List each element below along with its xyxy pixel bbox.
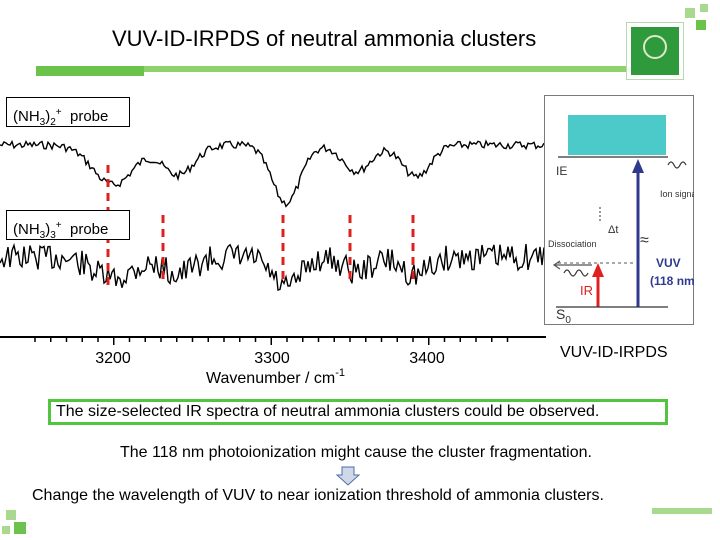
probe-formula: ) [45, 221, 51, 238]
ir-wave-icon [563, 269, 589, 277]
x-tick-label: 3200 [95, 350, 131, 367]
ir-spectra-plot: 3200 3300 3400 Wavenumber / cm-1 [0, 139, 546, 387]
corner-square [696, 20, 706, 30]
corner-square [685, 8, 695, 18]
fragmentation-note: The 118 nm photoionization might cause t… [120, 444, 592, 461]
ir-arrowhead-icon [592, 263, 604, 277]
down-arrow-icon [336, 466, 360, 486]
probe-formula: (NH [13, 108, 40, 125]
ie-label: IE [556, 164, 567, 178]
method-label: VUV-ID-IRPDS [560, 344, 668, 361]
x-tick-label: 3400 [409, 350, 445, 367]
x-axis-label: Wavenumber / cm-1 [206, 367, 345, 387]
probe-subscript: 3 [39, 117, 46, 128]
delta-t-label: Δt [608, 224, 618, 236]
dissociation-arrow-icon [552, 260, 592, 270]
corner-bar [652, 508, 712, 514]
probe-formula: ) [45, 108, 51, 125]
energy-level-diagram: IE Ion signal Δt Dissociation ≈ VUV (118… [544, 95, 694, 325]
ground-state-subscript: 0 [565, 315, 571, 325]
seal-ring [643, 35, 667, 59]
probe-formula: (NH [13, 221, 40, 238]
conclusion-highlight-box: The size-selected IR spectra of neutral … [48, 399, 668, 425]
probe-charge: + [55, 220, 62, 231]
ionization-continuum [568, 115, 666, 155]
vuv-label: VUV [656, 256, 681, 270]
x-axis-ticks [34, 337, 509, 345]
tilde-break: ≈ [640, 232, 649, 249]
probe-text: probe [61, 221, 109, 238]
dissociation-label: Dissociation [548, 239, 597, 249]
x-axis-label-text: Wavenumber / cm [206, 370, 335, 387]
vuv-wavelength-label: (118 nm) [650, 274, 694, 288]
probe-charge: + [55, 107, 62, 118]
ground-state-symbol: S [556, 306, 565, 322]
university-seal-logo-icon [631, 27, 679, 75]
corner-square [2, 526, 10, 534]
ion-signal-label: Ion signal [660, 189, 694, 199]
ground-state-label: S0 [556, 306, 571, 325]
probe-text: probe [61, 108, 109, 125]
slide-title: VUV-ID-IRPDS of neutral ammonia clusters [112, 26, 537, 51]
probe-subscript: 3 [39, 230, 46, 241]
corner-square [14, 522, 26, 534]
probe-subscript: 2 [50, 117, 56, 128]
spectrum-trace-trimer [0, 242, 545, 291]
x-axis-label-exponent: -1 [335, 367, 345, 379]
title-underline [36, 66, 636, 72]
probe-label-dimer: (NH3)2+ probe [6, 97, 130, 128]
probe-subscript: 3 [50, 230, 56, 241]
x-tick-label: 3300 [254, 350, 290, 367]
proposal-note: Change the wavelength of VUV to near ion… [32, 487, 604, 504]
ion-signal-wave-icon [667, 161, 687, 169]
corner-square [6, 510, 16, 520]
university-logo [626, 22, 684, 80]
probe-label-trimer: (NH3)3+ probe [6, 210, 130, 241]
spectrum-trace-dimer [0, 139, 545, 208]
corner-square [700, 4, 708, 12]
title-underline-accent [36, 66, 144, 76]
vuv-arrowhead-icon [632, 159, 644, 173]
ir-label: IR [580, 283, 593, 298]
